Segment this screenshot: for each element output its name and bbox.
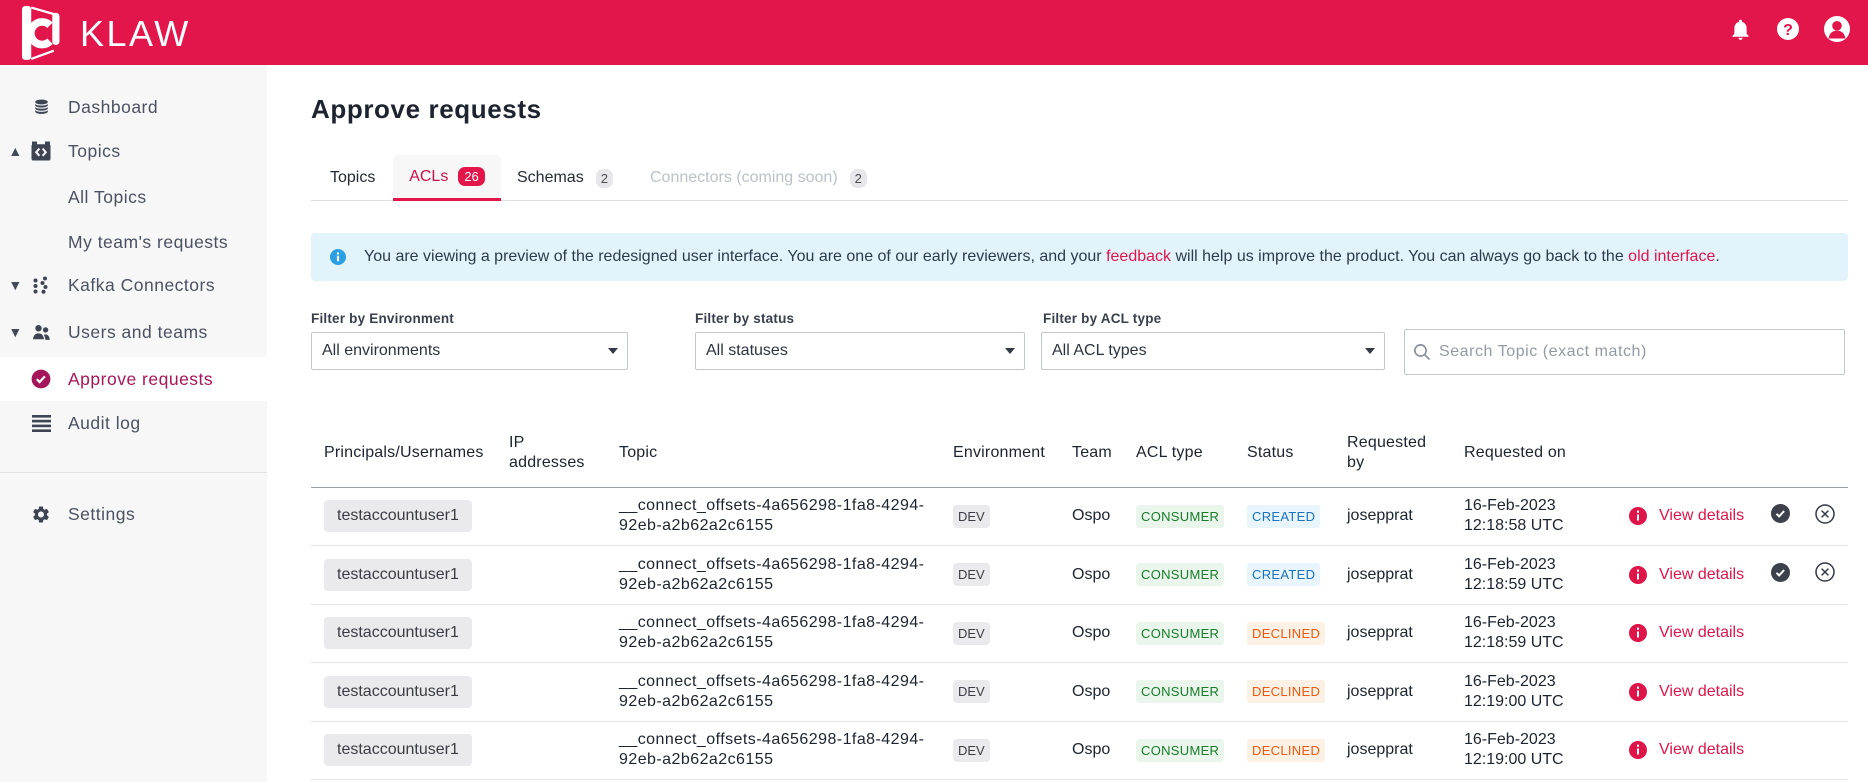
svg-text:?: ? (1783, 22, 1793, 39)
